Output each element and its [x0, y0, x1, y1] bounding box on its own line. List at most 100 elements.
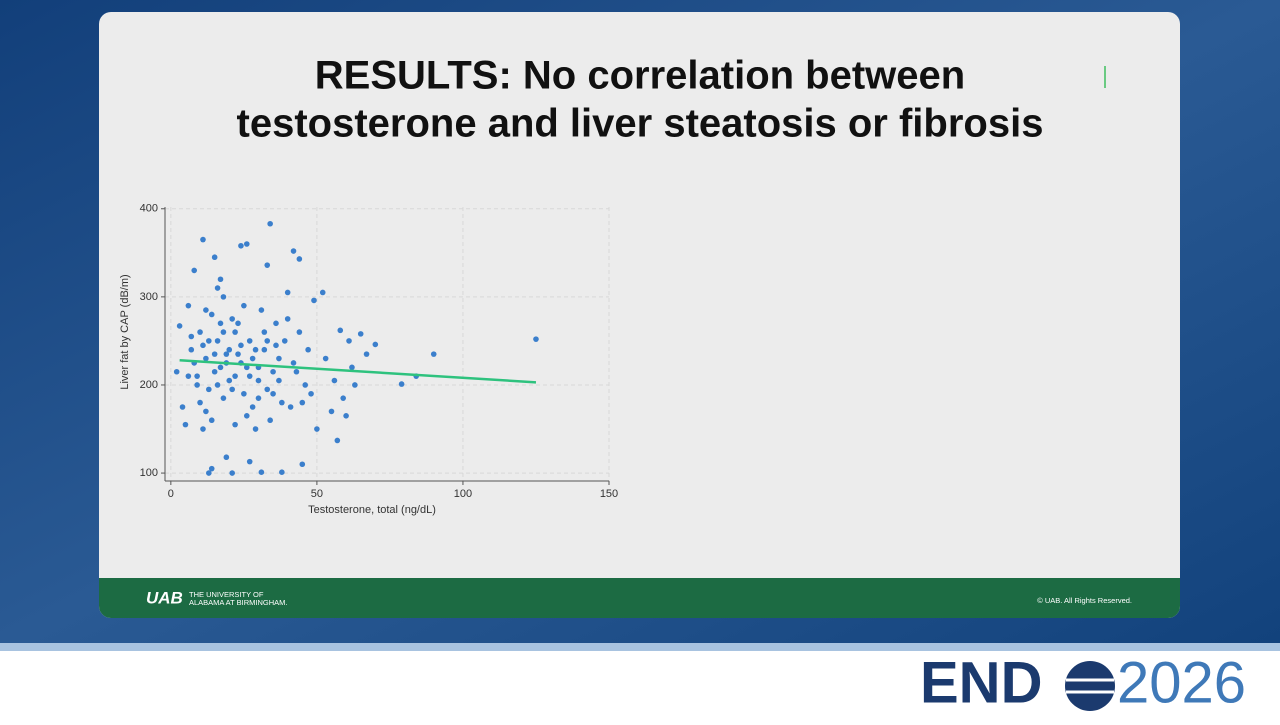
point [331, 377, 338, 384]
title-line: RESULTS: No correlation between [315, 54, 965, 98]
point [203, 307, 209, 313]
point [229, 470, 235, 476]
point [226, 346, 233, 353]
point [194, 373, 200, 379]
point [220, 329, 227, 335]
point [235, 351, 241, 357]
point [206, 470, 212, 476]
y-tick-label: 100 [140, 467, 158, 479]
y-tick-label: 300 [140, 291, 158, 303]
point [264, 262, 271, 268]
point [206, 386, 212, 393]
x-axis-label: Testosterone, total (ng/dL) [308, 504, 436, 516]
point [241, 302, 247, 309]
point [319, 289, 326, 296]
x-tick-label: 100 [454, 488, 472, 500]
point [246, 338, 253, 344]
point [284, 316, 291, 322]
point [264, 386, 271, 393]
point [279, 469, 285, 475]
point [179, 404, 186, 410]
point [352, 382, 358, 388]
point [229, 386, 235, 393]
point [217, 320, 224, 327]
point [197, 329, 203, 335]
slide-footer [99, 578, 1180, 618]
brand-end: END [920, 650, 1042, 715]
point [296, 329, 303, 335]
copyright: © UAB. All Rights Reserved. [1037, 596, 1132, 605]
point [261, 346, 268, 353]
point [226, 377, 233, 384]
point [258, 469, 265, 475]
point [255, 377, 262, 384]
point [173, 368, 180, 375]
point [200, 426, 206, 432]
point [249, 355, 256, 362]
point [261, 329, 268, 335]
point [243, 364, 250, 371]
point [293, 368, 300, 375]
point [290, 248, 297, 254]
point [299, 399, 306, 406]
point [211, 254, 218, 261]
point [217, 276, 224, 283]
point [264, 338, 271, 344]
point [337, 327, 344, 334]
point [246, 373, 253, 379]
point [302, 382, 309, 388]
point [252, 426, 259, 432]
point [235, 320, 241, 327]
point [273, 342, 279, 349]
point [188, 333, 195, 340]
fit-line [179, 359, 537, 384]
point [322, 355, 329, 362]
point [267, 417, 273, 424]
point [287, 404, 294, 410]
brand-year: 2026 [1117, 650, 1246, 715]
point [232, 421, 238, 428]
point [252, 346, 259, 353]
point [206, 338, 212, 344]
point [270, 368, 276, 375]
x-tick-label: 0 [168, 488, 174, 500]
point [176, 323, 183, 329]
x-tick-label: 50 [311, 488, 323, 500]
point [328, 408, 335, 415]
point [232, 329, 238, 335]
point [220, 294, 227, 300]
brand-globe [1065, 661, 1115, 711]
x-tick-label: 150 [600, 488, 618, 500]
point [308, 390, 314, 397]
point [398, 381, 405, 387]
point [214, 382, 221, 388]
y-axis-label: Liver fat by CAP (dB/m) [119, 274, 131, 389]
slide [99, 12, 1180, 618]
point [211, 351, 218, 357]
point [273, 320, 279, 327]
point [305, 346, 311, 353]
point [243, 413, 250, 419]
point [241, 390, 247, 397]
point [208, 311, 215, 318]
point [281, 338, 288, 344]
logo-text: THE UNIVERSITY OF [189, 590, 264, 599]
point [276, 355, 282, 362]
point [243, 241, 250, 247]
point [182, 421, 189, 428]
point [191, 267, 198, 274]
point [270, 390, 276, 397]
point [314, 426, 320, 432]
logo-mark: UAB [146, 588, 183, 607]
point [349, 364, 355, 371]
point [246, 458, 253, 465]
point [188, 346, 195, 353]
point [258, 307, 265, 313]
divider [0, 643, 1280, 651]
point [223, 454, 230, 461]
point [334, 437, 341, 444]
point [279, 399, 285, 406]
point [340, 395, 346, 401]
point [238, 242, 244, 249]
